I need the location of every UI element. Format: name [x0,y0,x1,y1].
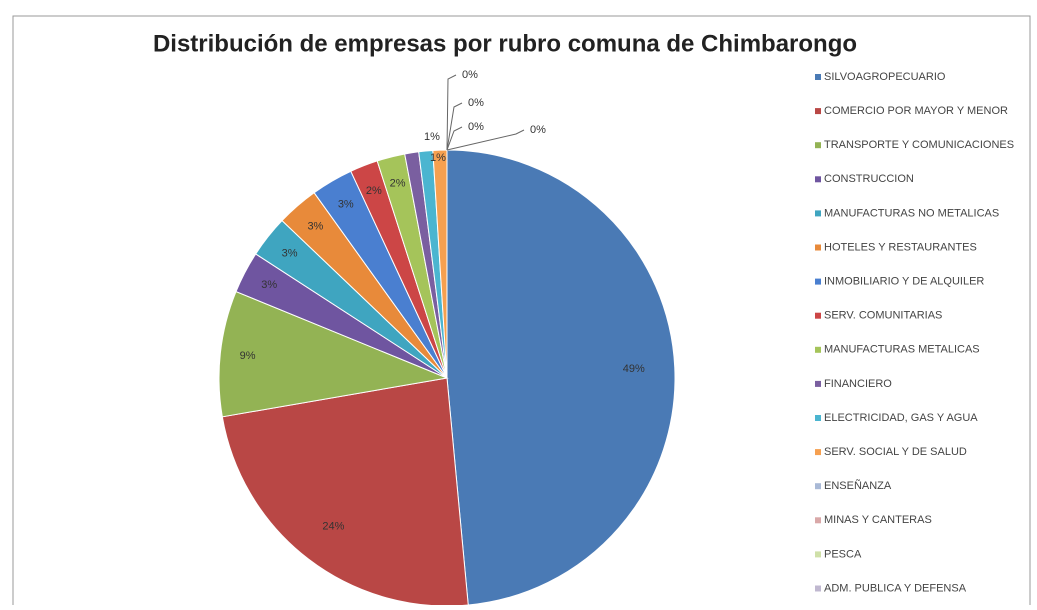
legend-label: TRANSPORTE Y COMUNICACIONES [824,139,1014,151]
legend-label: ADM. PUBLICA Y DEFENSA [824,582,967,594]
legend-swatch [815,244,821,251]
legend-label: INMOBILIARIO Y DE ALQUILER [824,276,984,288]
legend-swatch [815,210,821,217]
legend-swatch [815,142,821,149]
data-label: 3% [338,199,354,211]
data-label: 3% [261,279,277,291]
leader-line [446,74,457,151]
legend-swatch [815,551,821,558]
pie-slice [218,290,449,418]
legend-swatch [815,380,821,387]
data-label: 1% [424,131,440,143]
leader-line [446,126,463,151]
data-label: 49% [623,363,645,375]
data-label: 0% [468,97,484,109]
legend-label: MANUFACTURAS NO METALICAS [824,207,999,219]
legend-label: MANUFACTURAS METALICAS [824,344,980,356]
legend-label: COMERCIO POR MAYOR Y MENOR [824,105,1008,117]
legend-label: ELECTRICIDAD, GAS Y AGUA [824,412,978,424]
data-label: 3% [307,220,323,232]
legend-swatch [815,585,821,592]
legend-label: PESCA [824,548,862,560]
data-label: 0% [468,121,484,133]
leader-line [446,102,463,151]
legend-swatch [815,517,821,524]
legend-label: FINANCIERO [824,378,892,390]
data-label: 9% [240,350,256,362]
legend-swatch [815,346,821,353]
data-label: 2% [390,177,406,189]
legend-swatch [815,415,821,421]
data-label: 3% [282,248,298,260]
legend-label: SERV. SOCIAL Y DE SALUD [824,446,967,458]
chart-title: Distribución de empresas por rubro comun… [153,30,857,57]
data-label: 0% [462,69,478,81]
legend-label: SILVOAGROPECUARIO [824,71,946,83]
data-label: 1% [430,152,446,164]
leader-line [446,129,525,151]
data-label: 24% [322,520,344,532]
legend-swatch [815,312,821,319]
legend-swatch [815,449,821,456]
legend-swatch [815,278,821,285]
data-label: 2% [366,185,382,197]
pie-slice [446,149,676,606]
legend-label: MINAS Y CANTERAS [824,514,932,526]
legend-label: CONSTRUCCION [824,173,914,185]
legend-label: SERV. COMUNITARIAS [824,310,942,322]
legend-swatch [815,483,821,490]
legend-swatch [815,74,821,80]
legend-label: ENSEÑANZA [824,479,892,492]
legend-swatch [815,108,821,115]
data-label: 0% [530,124,546,136]
legend-label: HOTELES Y RESTAURANTES [824,241,977,253]
legend-swatch [815,176,821,183]
